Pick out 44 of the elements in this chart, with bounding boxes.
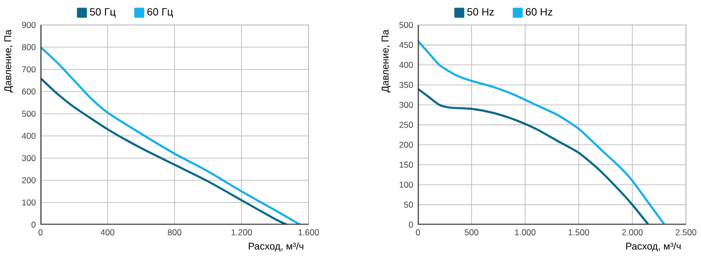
y-tick-label: 200 xyxy=(22,177,36,184)
y-tick-label: 500 xyxy=(22,110,36,117)
x-tick-label: 400 xyxy=(100,229,114,236)
x-tick-label: 1.500 xyxy=(568,229,590,236)
y-tick-label: 0 xyxy=(32,222,36,228)
line-series xyxy=(418,40,666,225)
y-tick-label: 450 xyxy=(399,42,413,48)
y-tick-label: 150 xyxy=(400,162,413,168)
y-tick-label: 100 xyxy=(22,199,36,206)
y-tick-label: 0 xyxy=(408,222,413,228)
y-tick-label: 200 xyxy=(399,142,413,148)
x-tick-label: 2.000 xyxy=(622,229,643,236)
y-tick-label: 800 xyxy=(22,44,36,50)
y-axis-title: Давление, Па xyxy=(382,30,391,92)
y-tick-label: 400 xyxy=(399,62,413,68)
y-tick-label: 600 xyxy=(22,88,36,94)
line-series xyxy=(418,88,650,225)
x-tick-label: 0 xyxy=(416,229,420,236)
legend-label: 60 Hz xyxy=(526,8,552,16)
y-tick-label: 300 xyxy=(22,154,36,162)
x-tick-label: 1.600 xyxy=(298,229,319,236)
x-tick-label: 2.500 xyxy=(676,229,696,236)
y-axis-title: Давление, Па xyxy=(4,30,14,92)
x-tick-label: 800 xyxy=(168,229,182,236)
line-series xyxy=(40,77,288,225)
y-tick-label: 50 xyxy=(404,202,413,208)
legend-label: 60 Гц xyxy=(147,8,173,18)
x-axis-title: Расход, м³/ч xyxy=(248,242,304,252)
y-tick-label: 400 xyxy=(22,132,36,139)
y-tick-label: 350 xyxy=(399,82,413,88)
legend-label: 50 Hz xyxy=(467,8,494,16)
x-tick-label: 500 xyxy=(464,229,478,236)
y-tick-label: 100 xyxy=(400,182,413,188)
y-tick-label: 250 xyxy=(399,122,413,128)
x-tick-label: 1.200 xyxy=(232,229,252,236)
legend-label: 50 Гц xyxy=(90,8,116,18)
y-tick-label: 300 xyxy=(399,102,413,108)
line-series xyxy=(40,46,302,225)
x-tick-label: 0 xyxy=(38,229,43,236)
y-tick-label: 500 xyxy=(399,22,413,28)
x-tick-label: 1.000 xyxy=(515,229,536,236)
x-axis-title: Расход, м³/ч xyxy=(626,242,681,252)
y-tick-label: 700 xyxy=(22,66,36,72)
y-tick-label: 900 xyxy=(22,22,36,28)
